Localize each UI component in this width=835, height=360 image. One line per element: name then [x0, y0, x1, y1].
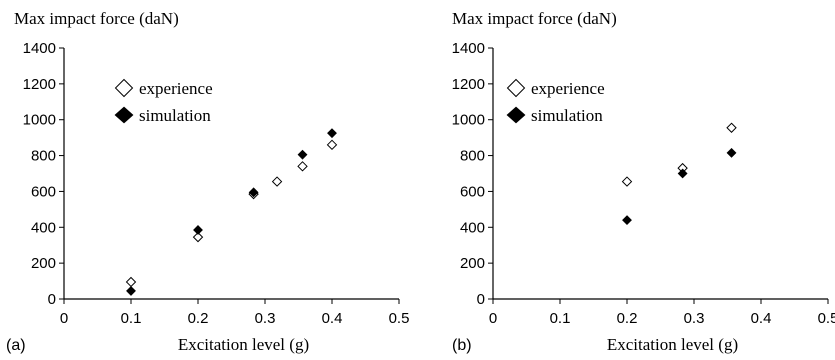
legend-marker-experience [114, 78, 134, 98]
data-point-experience [297, 161, 308, 172]
x-tick-label: 0.4 [751, 310, 772, 327]
y-tick-label: 600 [460, 183, 485, 200]
y-tick-label: 200 [31, 255, 56, 272]
data-point-experience [125, 276, 137, 288]
data-point-experience [326, 139, 338, 151]
y-tick-label: 1400 [452, 40, 485, 57]
data-point-experience [621, 176, 633, 187]
data-point-simulation [677, 168, 688, 179]
x-tick-label: 0.2 [188, 310, 209, 327]
x-tick-label: 0.2 [617, 310, 638, 327]
legend-marker-simulation [114, 106, 134, 124]
y-tick-label: 800 [31, 148, 56, 165]
y-tick-label: 0 [477, 291, 485, 308]
y-tick-label: 1400 [23, 40, 56, 57]
x-tick-label: 0.1 [121, 310, 142, 327]
x-tick-label: 0.3 [684, 310, 705, 327]
data-point-simulation [126, 286, 136, 296]
data-point-experience [271, 176, 283, 187]
chart-title: Max impact force (daN) [452, 9, 617, 28]
chart-title: Max impact force (daN) [14, 9, 179, 28]
x-tick-label: 0.3 [255, 310, 276, 327]
y-tick-label: 200 [460, 255, 485, 272]
data-point-simulation [193, 225, 203, 235]
y-tick-label: 1000 [452, 112, 485, 129]
panel-label: (a) [6, 337, 26, 354]
legend-marker-simulation [506, 106, 526, 124]
data-point-simulation [248, 187, 259, 198]
data-point-simulation [622, 215, 632, 226]
x-tick-label: 0.5 [818, 310, 835, 327]
y-tick-label: 600 [31, 183, 56, 200]
x-axis-label: Excitation level (g) [607, 335, 738, 354]
data-point-simulation [327, 128, 337, 139]
x-tick-label: 0.4 [322, 310, 343, 327]
y-tick-label: 400 [31, 219, 56, 236]
y-tick-label: 1200 [452, 76, 485, 93]
legend-label-simulation: simulation [531, 106, 603, 125]
data-point-simulation [297, 149, 308, 160]
y-tick-label: 800 [460, 148, 485, 165]
chart-panel-b: Max impact force (daN) 0 200 400 600 800 1000 1… [452, 9, 835, 354]
chart-panel-a: Max impact force (daN) 0 200 400 600 800 1000 1… [6, 9, 409, 354]
x-tick-label: 0 [489, 310, 497, 327]
x-tick-label: 0.1 [550, 310, 571, 327]
legend-marker-experience [506, 78, 526, 98]
x-axis-label: Excitation level (g) [178, 335, 309, 354]
panel-label: (b) [452, 337, 472, 354]
x-tick-label: 0 [60, 310, 68, 327]
y-tick-label: 1200 [23, 76, 56, 93]
y-tick-label: 400 [460, 219, 485, 236]
legend-label-experience: experience [139, 79, 213, 98]
legend-label-simulation: simulation [139, 106, 211, 125]
legend-label-experience: experience [531, 79, 605, 98]
x-tick-label: 0.5 [389, 310, 410, 327]
data-point-experience [192, 231, 204, 243]
data-point-experience [726, 122, 737, 133]
y-tick-label: 0 [48, 291, 56, 308]
y-tick-label: 1000 [23, 112, 56, 129]
data-point-simulation [726, 147, 737, 158]
